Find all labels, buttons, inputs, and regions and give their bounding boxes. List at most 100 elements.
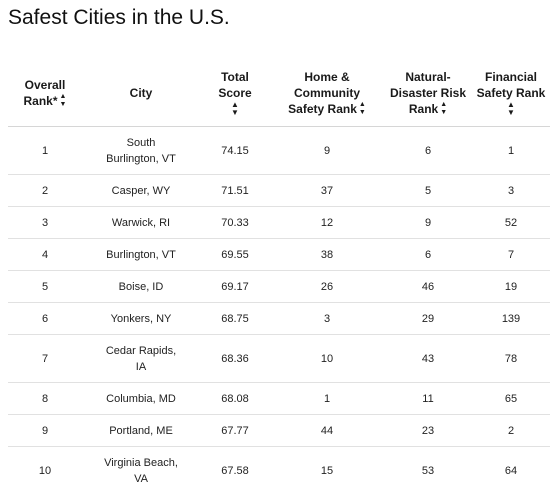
cell-overall-rank: 10 bbox=[38, 464, 52, 477]
header-natural-disaster-risk-rank[interactable]: Natural-Disaster Risk Rank ▲ ▼ bbox=[384, 60, 472, 127]
table-row: 7 Cedar Rapids, IA 68.36 10 43 78 bbox=[8, 334, 550, 383]
cell-total-score: 71.51 bbox=[200, 174, 270, 207]
cell-overall-rank: 5 bbox=[8, 270, 82, 303]
cell-overall-rank: 3 bbox=[8, 206, 82, 239]
cell-city: Portland, ME bbox=[82, 414, 200, 447]
cell-city: Burlington, VT bbox=[82, 238, 200, 271]
city-name: Casper, WY bbox=[111, 184, 171, 197]
header-overall-rank-label: Overall Rank* bbox=[23, 77, 66, 108]
page-title: Safest Cities in the U.S. bbox=[8, 6, 230, 29]
header-total-score-label: Total Score bbox=[218, 70, 252, 100]
cell-city: Columbia, MD bbox=[82, 382, 200, 415]
table-row: 4 Burlington, VT 69.55 38 6 7 bbox=[8, 238, 550, 271]
city-name: Boise, ID bbox=[118, 280, 164, 293]
sort-icon[interactable]: ▲ ▼ bbox=[59, 93, 67, 109]
sort-icon[interactable]: ▲ ▼ bbox=[440, 101, 448, 117]
cell-total-score: 70.33 bbox=[200, 206, 270, 239]
header-city-label: City bbox=[129, 86, 153, 100]
city-name: Burlington, VT bbox=[106, 248, 176, 261]
table-row: 6 Yonkers, NY 68.75 3 29 139 bbox=[8, 302, 550, 335]
cell-total-score: 68.36 bbox=[200, 334, 270, 383]
table-row: 2 Casper, WY 71.51 37 5 3 bbox=[8, 174, 550, 207]
cell-city: Yonkers, NY bbox=[82, 302, 200, 335]
header-overall-rank[interactable]: Overall Rank* ▲ ▼ bbox=[8, 60, 82, 127]
header-financial-safety-rank[interactable]: Financial Safety Rank ▲ ▼ bbox=[472, 60, 550, 127]
cell-total-score: 67.77 bbox=[200, 414, 270, 447]
cell-city: Warwick, RI bbox=[82, 206, 200, 239]
cell-financial-rank: 64 bbox=[504, 464, 518, 477]
cell-natural-disaster-rank: 6 bbox=[384, 126, 472, 175]
cell-natural-disaster-rank: 53 bbox=[421, 464, 435, 477]
cell-financial-rank: 3 bbox=[472, 174, 550, 207]
table-row: 10 Virginia Beach, VA 67.58 15 53 64 bbox=[8, 447, 550, 495]
city-name: South Burlington, VT bbox=[106, 136, 176, 165]
cell-overall-rank: 9 bbox=[8, 414, 82, 447]
safest-cities-table: Overall Rank* ▲ ▼ City Total Score ▲ ▼ Home… bbox=[8, 60, 550, 494]
cell-home-community-rank: 15 bbox=[320, 464, 334, 477]
cell-home-community-rank: 26 bbox=[270, 270, 384, 303]
cell-total-score: 67.58 bbox=[221, 464, 249, 477]
header-city: City bbox=[82, 60, 200, 127]
cell-total-score: 68.75 bbox=[200, 302, 270, 335]
cell-home-community-rank: 1 bbox=[270, 382, 384, 415]
cell-city: Casper, WY bbox=[82, 174, 200, 207]
cell-total-score: 69.17 bbox=[200, 270, 270, 303]
cell-financial-rank: 7 bbox=[472, 238, 550, 271]
header-home-community-label: Home & Community Safety Rank bbox=[288, 69, 360, 116]
table-row: 8 Columbia, MD 68.08 1 11 65 bbox=[8, 382, 550, 415]
sort-icon[interactable]: ▲ ▼ bbox=[507, 100, 515, 117]
cell-home-community-rank: 12 bbox=[270, 206, 384, 239]
cell-financial-rank: 52 bbox=[472, 206, 550, 239]
table-row: 9 Portland, ME 67.77 44 23 2 bbox=[8, 414, 550, 447]
sort-icon[interactable]: ▲ ▼ bbox=[231, 100, 239, 117]
header-financial-safety-label: Financial Safety Rank bbox=[476, 70, 546, 100]
cell-city: Cedar Rapids, IA bbox=[82, 334, 200, 383]
cell-overall-rank: 2 bbox=[8, 174, 82, 207]
city-name: Warwick, RI bbox=[111, 216, 171, 229]
header-total-score[interactable]: Total Score ▲ ▼ bbox=[200, 60, 270, 127]
cell-overall-rank: 7 bbox=[8, 334, 82, 383]
cell-natural-disaster-rank: 9 bbox=[384, 206, 472, 239]
city-name: Virginia Beach, VA bbox=[104, 456, 178, 485]
table-row: 5 Boise, ID 69.17 26 46 19 bbox=[8, 270, 550, 303]
cell-overall-rank: 4 bbox=[8, 238, 82, 271]
table-header-row: Overall Rank* ▲ ▼ City Total Score ▲ ▼ Home… bbox=[8, 60, 550, 127]
header-natural-disaster-label: Natural-Disaster Risk Rank bbox=[389, 69, 467, 116]
cell-natural-disaster-rank: 43 bbox=[384, 334, 472, 383]
cell-financial-rank: 65 bbox=[472, 382, 550, 415]
sort-icon[interactable]: ▲ ▼ bbox=[358, 101, 366, 117]
cell-natural-disaster-rank: 6 bbox=[384, 238, 472, 271]
cell-city: Virginia Beach, VA bbox=[82, 447, 200, 495]
city-name: Portland, ME bbox=[109, 424, 173, 437]
cell-home-community-rank: 10 bbox=[270, 334, 384, 383]
cell-financial-rank: 19 bbox=[472, 270, 550, 303]
city-name: Yonkers, NY bbox=[110, 312, 172, 325]
table-row: 3 Warwick, RI 70.33 12 9 52 bbox=[8, 206, 550, 239]
cell-city: South Burlington, VT bbox=[82, 126, 200, 175]
cell-city: Boise, ID bbox=[82, 270, 200, 303]
table-row: 1 South Burlington, VT 74.15 9 6 1 bbox=[8, 126, 550, 175]
cell-home-community-rank: 38 bbox=[270, 238, 384, 271]
cell-total-score: 74.15 bbox=[200, 126, 270, 175]
cell-home-community-rank: 3 bbox=[270, 302, 384, 335]
cell-home-community-rank: 9 bbox=[270, 126, 384, 175]
cell-financial-rank: 78 bbox=[472, 334, 550, 383]
cell-natural-disaster-rank: 5 bbox=[384, 174, 472, 207]
cell-total-score: 69.55 bbox=[200, 238, 270, 271]
city-name: Cedar Rapids, IA bbox=[105, 344, 177, 373]
city-name: Columbia, MD bbox=[106, 392, 176, 405]
cell-total-score: 68.08 bbox=[200, 382, 270, 415]
cell-natural-disaster-rank: 46 bbox=[384, 270, 472, 303]
cell-overall-rank: 6 bbox=[8, 302, 82, 335]
cell-financial-rank: 1 bbox=[472, 126, 550, 175]
cell-financial-rank: 139 bbox=[472, 302, 550, 335]
cell-overall-rank: 8 bbox=[8, 382, 82, 415]
cell-natural-disaster-rank: 11 bbox=[384, 382, 472, 415]
cell-overall-rank: 1 bbox=[8, 126, 82, 175]
cell-natural-disaster-rank: 29 bbox=[384, 302, 472, 335]
cell-home-community-rank: 37 bbox=[270, 174, 384, 207]
header-home-community-safety-rank[interactable]: Home & Community Safety Rank ▲ ▼ bbox=[270, 60, 384, 127]
cell-financial-rank: 2 bbox=[472, 414, 550, 447]
cell-natural-disaster-rank: 23 bbox=[384, 414, 472, 447]
cell-home-community-rank: 44 bbox=[270, 414, 384, 447]
